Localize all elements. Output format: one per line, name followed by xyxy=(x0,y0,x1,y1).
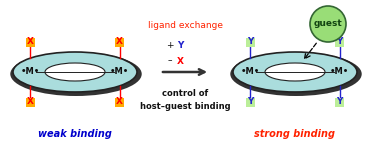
Text: •M•: •M• xyxy=(110,68,129,76)
Text: Y: Y xyxy=(336,37,343,47)
Text: •M•: •M• xyxy=(330,68,349,76)
Text: •M•: •M• xyxy=(241,68,260,76)
Ellipse shape xyxy=(233,52,357,92)
Text: –: – xyxy=(168,56,172,66)
Ellipse shape xyxy=(10,52,142,96)
Text: guest: guest xyxy=(314,19,342,29)
Text: X: X xyxy=(27,37,34,47)
Text: X: X xyxy=(116,97,123,107)
Circle shape xyxy=(310,6,346,42)
Text: X: X xyxy=(116,37,123,47)
FancyBboxPatch shape xyxy=(115,37,124,47)
Text: Y: Y xyxy=(177,41,183,51)
Text: weak binding: weak binding xyxy=(38,129,112,139)
Text: Y: Y xyxy=(336,97,343,107)
Text: strong binding: strong binding xyxy=(254,129,336,139)
FancyBboxPatch shape xyxy=(246,37,255,47)
Ellipse shape xyxy=(13,52,137,92)
FancyBboxPatch shape xyxy=(26,37,35,47)
Text: Y: Y xyxy=(247,97,254,107)
Ellipse shape xyxy=(265,63,325,81)
FancyBboxPatch shape xyxy=(246,97,255,107)
Text: control of
host–guest binding: control of host–guest binding xyxy=(140,89,230,111)
Text: ligand exchange: ligand exchange xyxy=(147,21,223,31)
FancyBboxPatch shape xyxy=(115,97,124,107)
Ellipse shape xyxy=(230,52,362,96)
FancyBboxPatch shape xyxy=(335,97,344,107)
FancyBboxPatch shape xyxy=(26,97,35,107)
Text: Y: Y xyxy=(247,37,254,47)
Text: X: X xyxy=(27,97,34,107)
Ellipse shape xyxy=(45,63,105,81)
Text: X: X xyxy=(177,56,183,66)
FancyBboxPatch shape xyxy=(335,37,344,47)
Text: •M•: •M• xyxy=(21,68,40,76)
Text: +: + xyxy=(166,41,174,51)
